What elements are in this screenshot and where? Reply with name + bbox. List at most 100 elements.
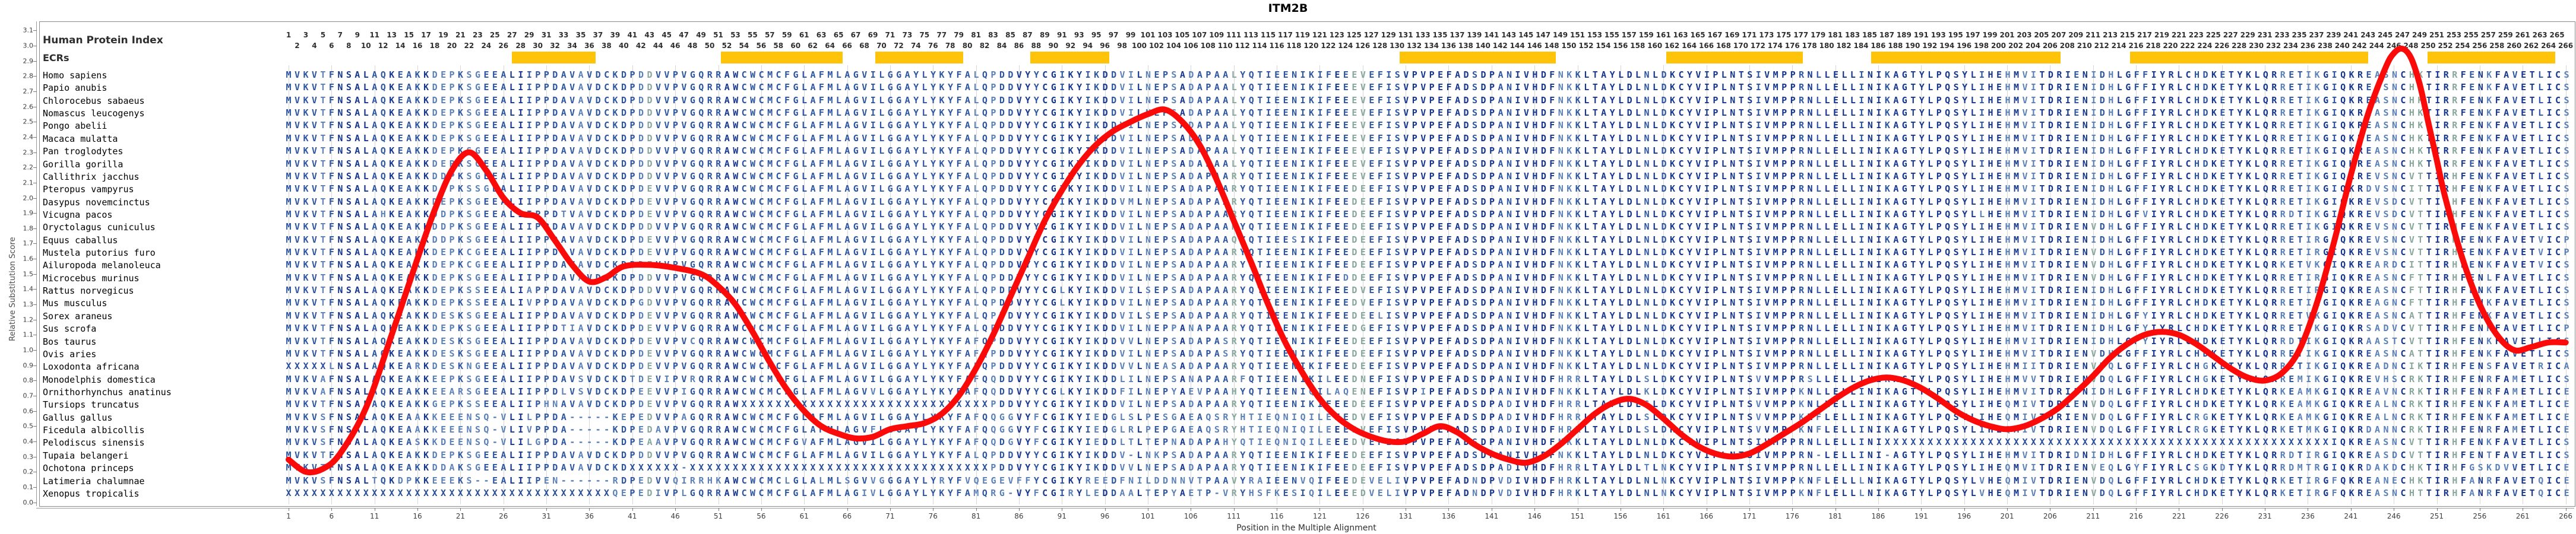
column-number: 55: [748, 31, 758, 39]
column-number: 184: [1853, 42, 1869, 50]
x-tick-label: 201: [2000, 512, 2014, 520]
ecr-bar: [1871, 52, 2061, 63]
column-number: 125: [1346, 31, 1362, 39]
y-tick-label: 2.3: [23, 148, 34, 157]
column-number: 188: [1888, 42, 1903, 50]
column-number: 37: [593, 31, 603, 39]
column-number: 84: [996, 42, 1007, 50]
y-tick-label: 2.1: [23, 179, 34, 187]
sequence-row: XXXXXLNSALAQKEARKDESKNGEEALIIPPDAVAVDCKD…: [286, 361, 2573, 372]
x-tick-mark: [2007, 508, 2008, 511]
column-number: 71: [885, 31, 895, 39]
column-number: 117: [1277, 31, 1293, 39]
column-number: 201: [1999, 31, 2015, 39]
y-tick-label: 0.4: [23, 437, 34, 446]
sequence-row: MVKVTFNSALAQKEAKKDEPKSGEEALIIPPDAVAVDCKD…: [286, 158, 2573, 169]
sequence-row: MVKVTFNSALAQKEAKKDDAKSGEEALIIPPDAVAVDCKD…: [286, 462, 2572, 473]
column-number: 106: [1183, 42, 1198, 50]
species-name: Mustela putorius furo: [43, 247, 156, 259]
x-tick-label: 256: [2473, 512, 2487, 520]
sequence-row: MVKVSFNSALAQKEASKKDEENSQ-VLILGPDA-----KD…: [286, 437, 2572, 448]
column-number: 103: [1157, 31, 1173, 39]
column-number: 173: [1759, 31, 1774, 39]
column-number: 13: [387, 31, 397, 39]
column-number: 177: [1793, 31, 1809, 39]
column-number: 152: [1578, 42, 1594, 50]
column-number: 9: [355, 31, 360, 39]
column-number: 23: [472, 31, 483, 39]
column-number: 160: [1647, 42, 1663, 50]
ecr-bar: [1666, 52, 1803, 63]
x-tick-label: 31: [542, 512, 551, 520]
column-number: 150: [1561, 42, 1577, 50]
column-number: 86: [1014, 42, 1024, 50]
column-number: 191: [1913, 31, 1929, 39]
sequence-row: MVKVTFNSALAQKEAKKDEPKSGEEALIIPPDAVAVDCKD…: [286, 107, 2573, 119]
column-number: 6: [329, 42, 334, 50]
column-number: 264: [2541, 42, 2556, 50]
species-name: Rattus norvegicus: [43, 285, 134, 297]
column-number: 216: [2128, 42, 2144, 50]
column-number: 147: [1536, 31, 1551, 39]
column-number: 238: [2317, 42, 2333, 50]
column-number: 96: [1100, 42, 1110, 50]
column-number: 250: [2420, 42, 2436, 50]
column-number: 242: [2352, 42, 2367, 50]
x-tick-mark: [1105, 508, 1106, 511]
y-tick-label: 1.6: [23, 255, 34, 263]
column-number: 266: [2558, 42, 2574, 50]
x-tick-mark: [2136, 508, 2137, 511]
column-number: 141: [1484, 31, 1499, 39]
column-number: 18: [429, 42, 440, 50]
x-tick-label: 86: [1014, 512, 1024, 520]
column-number: 110: [1217, 42, 1233, 50]
y-tick-label: 1.9: [23, 209, 34, 217]
species-name: Pelodiscus sinensis: [43, 437, 145, 449]
column-number: 151: [1569, 31, 1586, 39]
species-name: Homo sapiens: [43, 70, 107, 81]
y-tick-label: 2.5: [23, 117, 34, 126]
column-number: 247: [2395, 31, 2410, 39]
column-number: 130: [1390, 42, 1405, 50]
species-name: Sorex araneus: [43, 310, 113, 322]
column-number: 223: [2188, 31, 2204, 39]
species-name: Ovis aries: [43, 348, 97, 360]
column-number: 234: [2283, 42, 2299, 50]
column-number: 265: [2549, 31, 2565, 39]
ecr-bar: [1030, 52, 1109, 63]
sequence-row: MVKVAFNSALAQKEAKKEEPKSGEEALIIPPDAVSVDCKD…: [286, 373, 2573, 384]
x-tick-mark: [1663, 508, 1664, 511]
sequence-row: MVKVTFNSALAQKEAKKDESKSGEEALIIPPDAVAVDCKD…: [286, 310, 2573, 321]
y-axis-title: Relative Substitution Score: [8, 237, 17, 341]
column-number: 121: [1312, 31, 1327, 39]
x-axis-title: Position in the Multiple Alignment: [1236, 523, 1376, 533]
x-tick-label: 176: [1785, 512, 1799, 520]
y-tick-label: 0.7: [23, 392, 34, 400]
column-number: 63: [816, 31, 827, 39]
column-number: 17: [421, 31, 431, 39]
column-number: 45: [662, 31, 672, 39]
column-number: 82: [979, 42, 990, 50]
column-number: 236: [2300, 42, 2315, 50]
column-number: 220: [2163, 42, 2178, 50]
column-number: 87: [1023, 31, 1033, 39]
column-number: 48: [687, 42, 698, 50]
column-number: 219: [2154, 31, 2169, 39]
column-number: 171: [1742, 31, 1757, 39]
column-number: 187: [1879, 31, 1894, 39]
sequence-row: MVKVTFNSALAQKEAKKDEPKSGEEALIIPPDAVAVDCKD…: [286, 94, 2573, 106]
column-number: 42: [635, 42, 646, 50]
y-tick-mark: [33, 304, 37, 306]
species-name: Gorilla gorilla: [43, 158, 124, 170]
column-number: 27: [507, 31, 517, 39]
column-number: 90: [1048, 42, 1059, 50]
column-number: 248: [2403, 42, 2419, 50]
x-tick-mark: [1534, 508, 1536, 511]
column-number: 131: [1398, 31, 1413, 39]
species-name: Microcebus murinus: [43, 272, 140, 284]
x-tick-label: 216: [2129, 512, 2143, 520]
x-tick-label: 36: [584, 512, 594, 520]
column-number: 196: [1957, 42, 1972, 50]
column-number: 245: [2378, 31, 2393, 39]
column-number: 39: [610, 31, 621, 39]
